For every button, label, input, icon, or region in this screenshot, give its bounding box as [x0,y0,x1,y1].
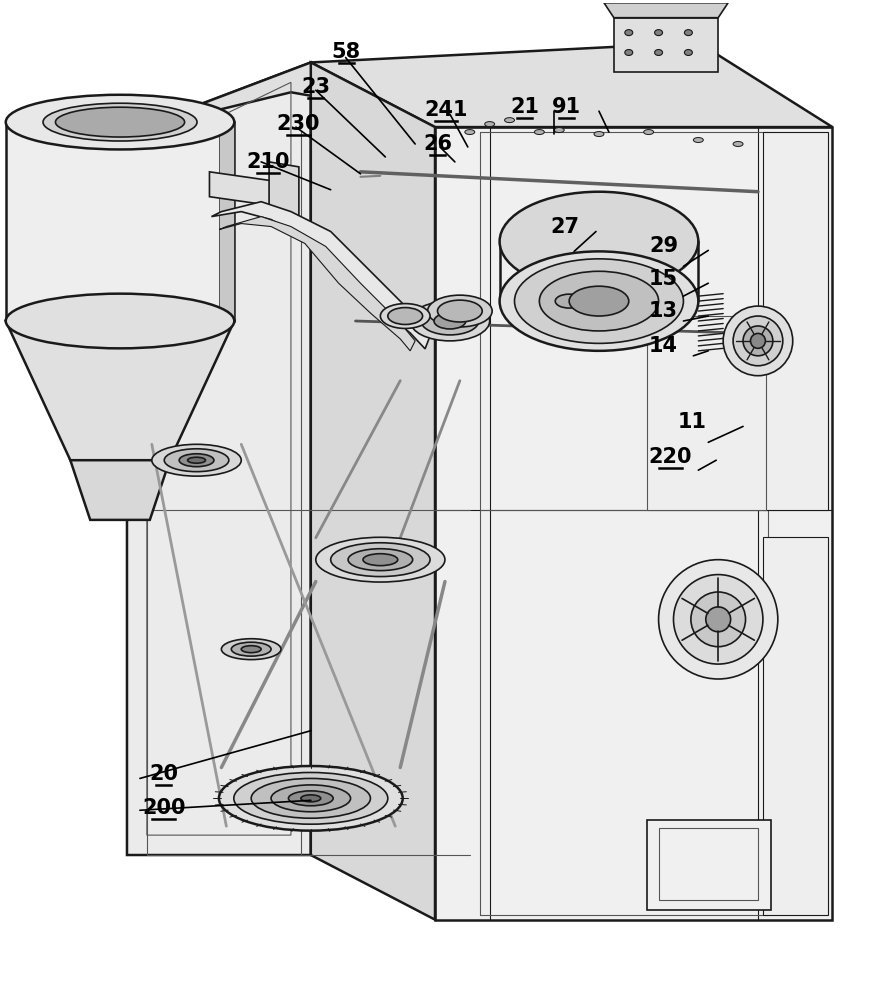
Ellipse shape [221,639,281,660]
Ellipse shape [539,271,659,331]
Bar [647,316,766,510]
Ellipse shape [485,122,494,127]
Ellipse shape [674,575,763,664]
Ellipse shape [6,294,234,348]
Polygon shape [311,62,435,920]
Ellipse shape [465,130,475,135]
Ellipse shape [625,30,633,36]
Polygon shape [270,162,299,222]
Ellipse shape [271,785,351,812]
Text: 21: 21 [510,97,539,117]
Polygon shape [220,217,415,351]
Text: 58: 58 [332,42,360,62]
Ellipse shape [691,592,746,647]
Text: 230: 230 [276,114,320,134]
Ellipse shape [388,308,423,324]
Text: 210: 210 [246,152,290,172]
Ellipse shape [500,192,698,291]
Ellipse shape [251,778,370,818]
Ellipse shape [684,30,692,36]
Ellipse shape [316,537,445,582]
Ellipse shape [569,286,629,316]
Bar [763,537,828,915]
Ellipse shape [654,50,662,55]
Polygon shape [220,122,234,321]
Ellipse shape [438,300,482,322]
Ellipse shape [55,107,185,137]
Ellipse shape [625,50,633,55]
Ellipse shape [751,333,766,348]
Ellipse shape [301,795,321,802]
Polygon shape [604,3,728,18]
Ellipse shape [434,313,466,329]
Ellipse shape [547,290,592,312]
Ellipse shape [231,642,271,656]
Polygon shape [311,43,832,127]
Ellipse shape [289,791,333,806]
Ellipse shape [43,103,197,141]
Text: 23: 23 [301,77,330,97]
Ellipse shape [743,326,773,356]
Polygon shape [212,202,430,349]
Ellipse shape [693,138,704,142]
Ellipse shape [706,607,731,632]
Text: 14: 14 [649,336,678,356]
Text: 20: 20 [149,764,178,784]
Ellipse shape [6,95,234,149]
Text: 27: 27 [550,217,579,237]
Ellipse shape [514,259,683,343]
Ellipse shape [644,130,654,135]
Polygon shape [127,62,311,855]
Ellipse shape [500,251,698,351]
Polygon shape [70,460,170,520]
Text: 29: 29 [649,236,678,256]
Ellipse shape [381,304,430,328]
Polygon shape [614,18,718,72]
Ellipse shape [723,306,793,376]
Ellipse shape [535,130,544,135]
Ellipse shape [733,142,743,146]
Bar [647,820,771,910]
Ellipse shape [594,132,604,137]
Text: 220: 220 [648,447,692,467]
Polygon shape [127,62,490,132]
Ellipse shape [219,766,402,831]
Ellipse shape [554,128,564,133]
Text: 11: 11 [678,412,707,432]
Ellipse shape [179,454,214,467]
Ellipse shape [556,294,583,308]
Bar [763,132,828,510]
Ellipse shape [684,50,692,55]
Ellipse shape [733,316,783,366]
Ellipse shape [187,457,206,463]
Polygon shape [6,321,234,460]
Polygon shape [209,172,279,207]
Ellipse shape [421,307,479,335]
Text: 15: 15 [649,269,678,289]
Ellipse shape [428,295,492,327]
Text: 26: 26 [423,134,452,154]
Text: 241: 241 [424,100,468,120]
Text: 200: 200 [142,798,186,818]
Text: 13: 13 [649,301,678,321]
Ellipse shape [152,444,242,476]
Ellipse shape [505,118,514,123]
Ellipse shape [242,646,261,653]
Polygon shape [435,127,832,920]
Polygon shape [6,122,234,321]
Ellipse shape [234,772,388,824]
Ellipse shape [348,549,413,571]
Ellipse shape [331,543,430,577]
Bar [659,828,758,900]
Text: 91: 91 [551,97,581,117]
Ellipse shape [164,449,229,472]
Ellipse shape [654,30,662,36]
Ellipse shape [410,301,490,341]
Ellipse shape [363,554,398,566]
Ellipse shape [659,560,778,679]
